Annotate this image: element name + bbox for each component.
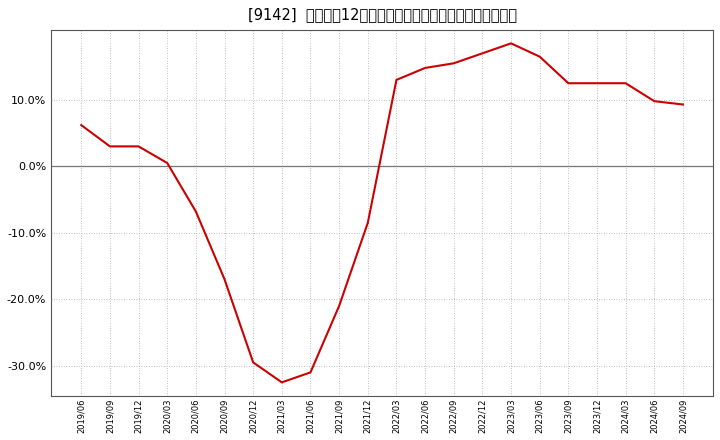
Title: [9142]  売上高の12か月移動合計の対前年同期増減率の推移: [9142] 売上高の12か月移動合計の対前年同期増減率の推移 bbox=[248, 7, 517, 22]
